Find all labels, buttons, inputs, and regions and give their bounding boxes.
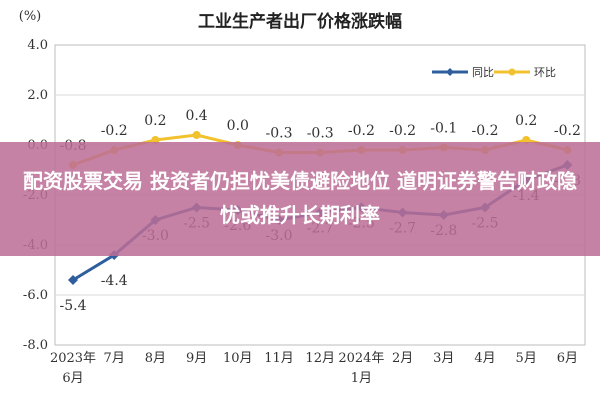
legend-label: 同比: [472, 66, 494, 79]
legend-marker: [508, 68, 516, 76]
x-tick-label: 3月: [433, 351, 454, 366]
data-point: [68, 275, 78, 285]
y-tick-label: 4.0: [27, 38, 48, 53]
x-tick-label: 4月: [474, 351, 495, 366]
x-tick-label: 5月: [516, 351, 537, 366]
x-tick-label: 11月: [264, 351, 294, 366]
data-label: -0.2: [348, 123, 375, 139]
x-tick-label: 12月: [305, 351, 335, 366]
data-label: -0.2: [472, 123, 499, 139]
headline-banner: 配资股票交易 投资者仍担忧美债避险地位 道明证券警告财政隐忧或推升长期利率: [0, 142, 600, 256]
data-label: -0.1: [430, 121, 457, 137]
data-label: -0.2: [389, 123, 416, 139]
data-label: -4.4: [101, 273, 128, 289]
data-label: -0.2: [554, 123, 581, 139]
y-tick-label: 2.0: [27, 88, 48, 103]
data-label: 0.2: [144, 113, 166, 129]
chart-title: 工业生产者出厂价格涨跌幅: [198, 11, 402, 32]
x-tick-label: 2023年: [50, 351, 96, 366]
data-label: 0.0: [227, 118, 249, 134]
data-label: -0.2: [101, 123, 128, 139]
y-unit-label: (%): [19, 9, 42, 24]
y-tick-label: -6.0: [23, 288, 48, 303]
x-tick-label: 2月: [392, 351, 413, 366]
x-tick-label: 8月: [145, 351, 166, 366]
y-tick-label: -8.0: [23, 338, 48, 353]
x-tick-label: 1月: [351, 371, 372, 386]
x-tick-label: 9月: [186, 351, 207, 366]
data-label: 0.2: [515, 113, 537, 129]
x-tick-label: 6月: [62, 371, 83, 386]
x-tick-label: 2024年: [338, 351, 384, 366]
data-label: -0.3: [266, 126, 293, 142]
data-label: -0.3: [307, 126, 334, 142]
legend-marker: [446, 68, 454, 76]
legend-label: 环比: [534, 66, 556, 79]
x-tick-label: 6月: [557, 351, 578, 366]
x-tick-label: 7月: [104, 351, 125, 366]
x-tick-label: 10月: [223, 351, 253, 366]
headline-text[interactable]: 配资股票交易 投资者仍担忧美债避险地位 道明证券警告财政隐忧或推升长期利率: [23, 169, 577, 227]
data-point: [192, 131, 201, 139]
data-label: -5.4: [60, 298, 87, 314]
data-label: 0.4: [185, 108, 207, 124]
